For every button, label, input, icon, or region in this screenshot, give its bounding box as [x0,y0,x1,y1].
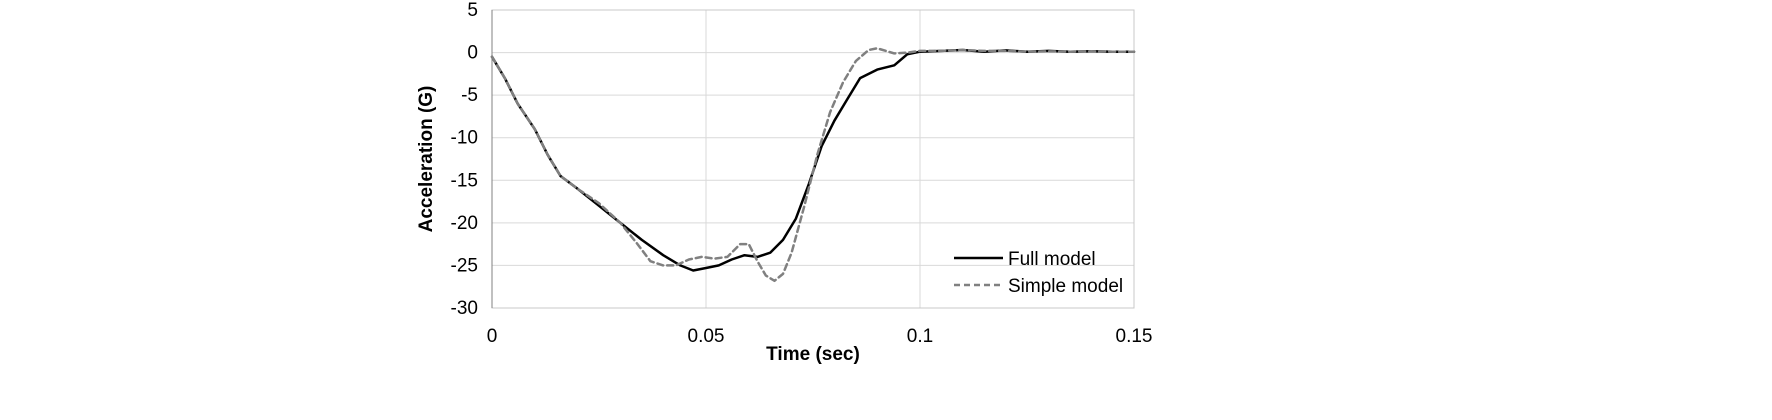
x-tick-label: 0.15 [1116,326,1153,347]
series-layer [490,47,1136,283]
axes-layer: 5 0 -5 -10 -15 -20 -25 -30 0 0.05 0.1 0.15 [451,0,1153,347]
y-tick-label: -15 [451,170,478,191]
y-tick-label: -5 [461,85,478,106]
y-tick-label: -25 [451,255,478,276]
x-axis-title: Time (sec) [766,344,860,365]
x-tick-label: 0.05 [688,326,725,347]
y-tick-label: 5 [467,0,478,21]
y-tick-label: -10 [451,128,478,149]
y-tick-label: 0 [467,43,478,64]
x-tick-label: 0.1 [907,326,933,347]
x-tick-label: 0 [487,326,498,347]
series-line-simple-model [490,47,1136,283]
y-tick-label: -20 [451,213,478,234]
legend-label-simple-model: Simple model [1008,276,1123,297]
legend-label-full-model: Full model [1008,249,1096,270]
labels-layer: Time (sec) Acceleration (G) [416,86,860,365]
y-tick-label: -30 [451,298,478,319]
y-axis-title: Acceleration (G) [416,86,437,233]
series-line-full-model [490,48,1136,272]
legend: Full model Simple model [954,249,1123,297]
